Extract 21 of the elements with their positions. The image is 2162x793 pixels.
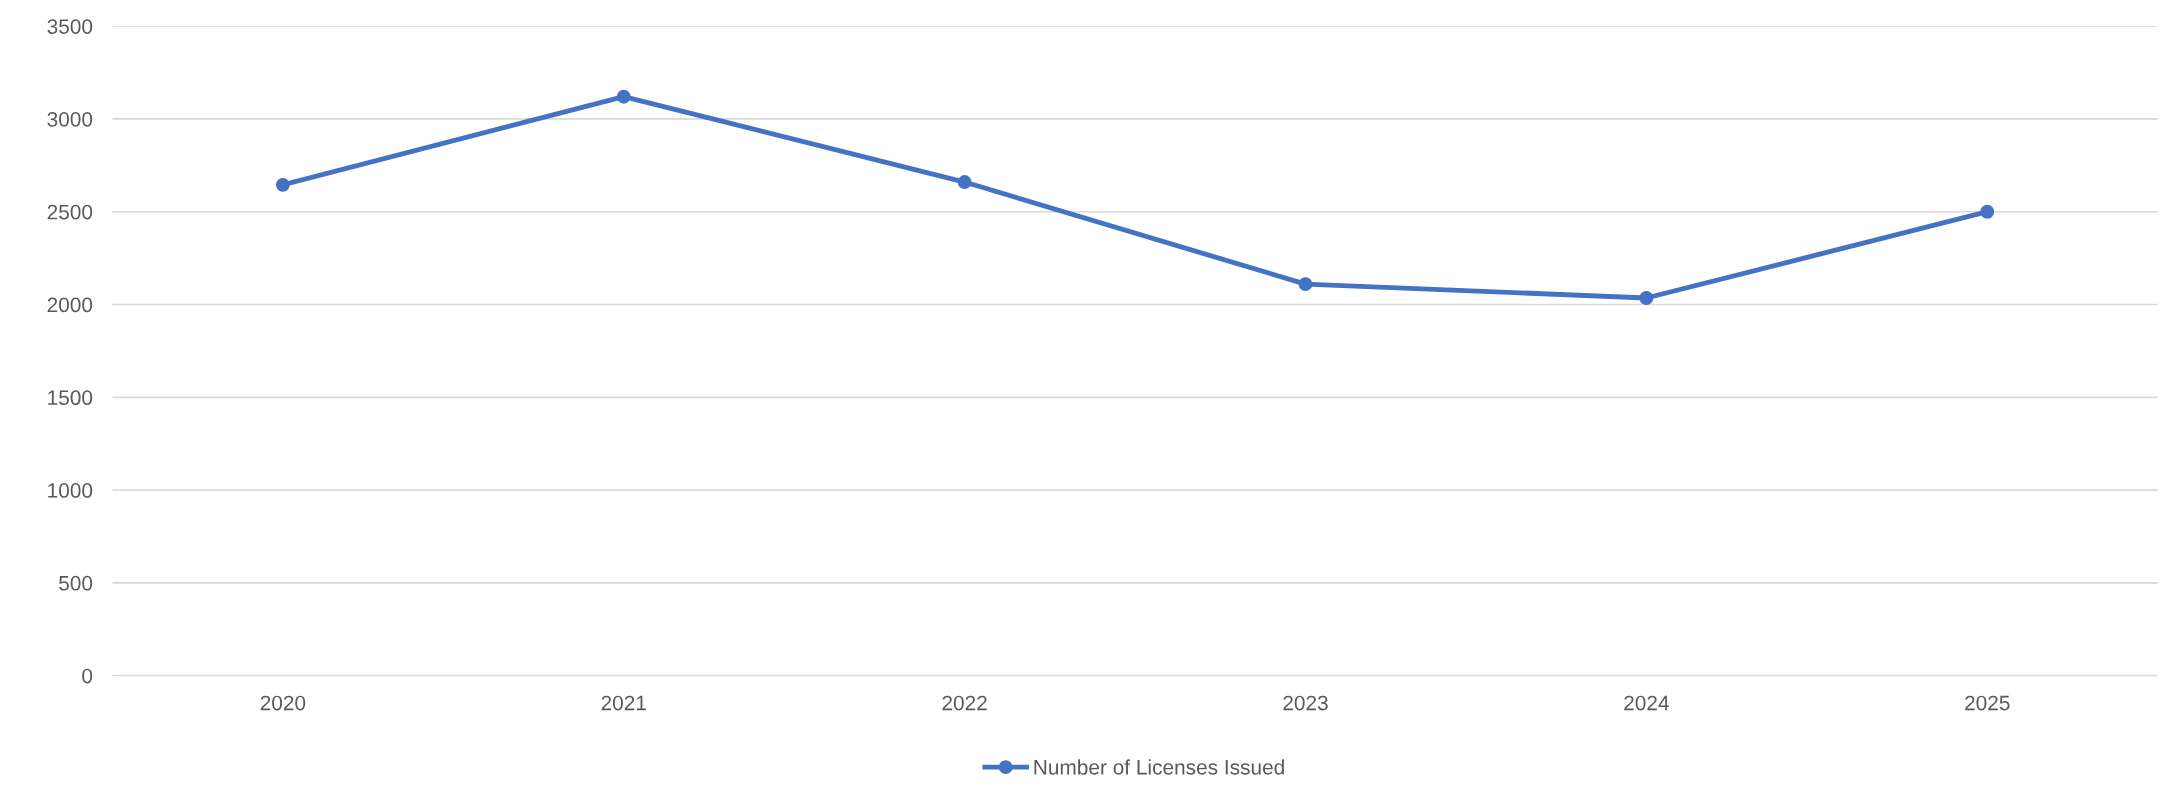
x-tick-label: 2024 xyxy=(1624,695,1669,711)
x-tick-label: 2020 xyxy=(260,695,306,711)
y-tick-label: 1000 xyxy=(48,483,93,498)
legend-label: Number of Licenses Issued xyxy=(1034,759,1284,775)
point xyxy=(1639,291,1654,305)
y-tick-label: 3000 xyxy=(47,111,93,127)
point xyxy=(957,175,972,189)
y-tick-label: 2000 xyxy=(47,297,93,313)
y-tick-label: 3500 xyxy=(47,19,93,34)
y-tick-label: 1500 xyxy=(48,390,93,406)
point xyxy=(275,177,290,192)
x-tick-label: 2025 xyxy=(1965,695,2010,711)
x-tick-label: 2022 xyxy=(942,695,987,711)
point xyxy=(1298,277,1313,292)
point xyxy=(616,89,631,104)
x-tick-label: 2021 xyxy=(601,695,646,711)
y-tick-label: 0 xyxy=(82,668,93,684)
y-tick-label: 500 xyxy=(59,575,93,591)
x-tick-label: 2023 xyxy=(1283,695,1328,711)
point xyxy=(1980,204,1995,219)
y-tick-label: 2500 xyxy=(47,204,93,220)
